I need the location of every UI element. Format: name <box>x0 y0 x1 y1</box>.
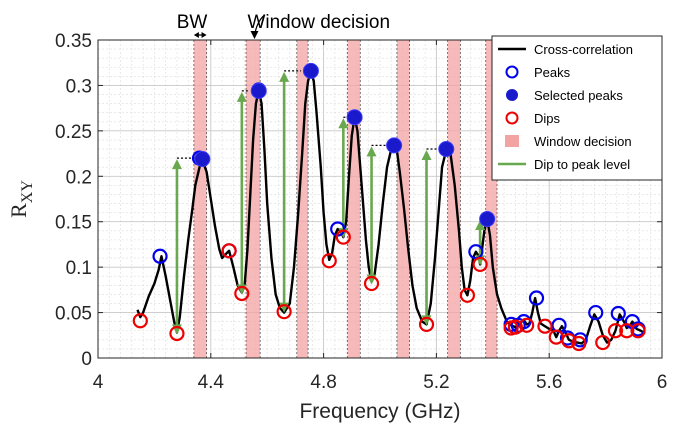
dip-marker <box>169 325 185 342</box>
window-band <box>447 40 461 358</box>
annotations: BW Window decision <box>177 12 390 39</box>
dip-marker <box>595 334 611 351</box>
dip-marker <box>221 243 237 259</box>
y-tick-label: 0.1 <box>66 258 92 279</box>
legend-swatch-dip <box>505 111 519 125</box>
x-tick-label: 5.2 <box>423 372 449 393</box>
window-band <box>193 40 207 358</box>
legend-swatch-selected <box>506 89 518 101</box>
legend: Cross-correlation Peaks Selected peaks Dips… <box>491 35 663 181</box>
dip-marker <box>363 275 380 292</box>
y-axis-title-sub: XY <box>19 180 36 204</box>
cross-correlation-curve <box>136 70 646 345</box>
curve-line <box>136 70 646 345</box>
legend-label: Peaks <box>534 65 571 80</box>
window-band <box>246 40 261 358</box>
y-axis-title: RXY <box>6 180 36 218</box>
selected-peak-marker <box>194 151 211 168</box>
legend-label: Cross-correlation <box>534 42 633 57</box>
legend-item-peaks: Peaks <box>505 65 571 80</box>
legend-label: Dips <box>534 111 561 126</box>
y-tick-label: 0.05 <box>55 304 92 325</box>
legend-item-dips: Dips <box>505 111 561 126</box>
dip-marker <box>234 285 250 302</box>
axis-ticks: 4 4.4 4.8 5.2 5.6 6 0 0.05 0.1 0.15 0.2 0.25 0.3 0.35 <box>55 31 667 393</box>
dip-marker <box>459 287 476 303</box>
y-axis-title-main: R <box>6 203 31 218</box>
dip-marker <box>276 304 292 320</box>
window-band <box>296 40 309 358</box>
bw-label: BW <box>177 12 208 33</box>
dip-marker <box>418 316 435 332</box>
selected-peak-marker <box>479 210 496 227</box>
legend-swatch-peak <box>505 65 519 79</box>
legend-item-window: Window decision <box>505 134 632 149</box>
x-tick-label: 4 <box>93 372 104 393</box>
x-tick-label: 4.4 <box>198 372 225 393</box>
window-band <box>485 40 498 358</box>
y-tick-label: 0.35 <box>55 31 92 52</box>
y-tick-label: 0 <box>81 349 92 370</box>
dip-marker <box>619 323 635 339</box>
dip-marker <box>571 335 587 352</box>
window-bands <box>193 40 498 358</box>
dip-marker <box>335 229 351 245</box>
legend-item-curve: Cross-correlation <box>498 42 633 57</box>
window-annotation-arrow-head <box>250 31 259 39</box>
legend-box <box>491 35 663 181</box>
peak-marker <box>152 248 168 264</box>
arrow-head-up <box>279 71 290 82</box>
legend-swatch-window <box>505 135 519 147</box>
peak-marker <box>588 304 604 321</box>
dip-marker <box>321 253 337 269</box>
arrow-head-up <box>236 91 247 102</box>
arrow-head-up <box>338 118 349 129</box>
x-axis-title: Frequency (GHz) <box>299 400 460 423</box>
bw-arrow-head <box>193 32 199 38</box>
peak-level-connectors <box>176 70 485 220</box>
selected-peak-marker <box>386 137 403 154</box>
arrow-head-up <box>475 219 486 230</box>
dip-marker <box>561 333 577 349</box>
dip-marker <box>472 256 488 273</box>
legend-item-selected: Selected peaks <box>506 88 623 103</box>
selected-peak-marker <box>302 62 319 79</box>
bw-arrow-head <box>201 32 207 38</box>
selected-peak-marker <box>250 82 267 99</box>
legend-label: Dip to peak level <box>534 157 630 172</box>
y-tick-label: 0.15 <box>55 213 92 234</box>
arrow-head-up <box>366 146 377 157</box>
arrow-head-up <box>421 150 432 161</box>
dip-marker <box>519 317 535 333</box>
x-tick-label: 6 <box>657 372 668 393</box>
y-tick-label: 0.2 <box>66 167 92 188</box>
markers <box>132 62 646 352</box>
window-decision-annotation: Window decision <box>247 12 390 33</box>
dip-marker <box>630 323 646 339</box>
legend-label: Window decision <box>534 134 632 149</box>
x-tick-label: 5.6 <box>536 372 562 393</box>
dip-marker <box>537 318 553 334</box>
dip-marker <box>132 313 148 329</box>
y-tick-label: 0.3 <box>66 76 92 97</box>
y-tick-label: 0.25 <box>55 122 92 143</box>
dip-marker <box>507 319 523 335</box>
selected-peak-marker <box>346 109 363 126</box>
arrow-head-up <box>171 159 182 170</box>
peak-marker <box>528 290 545 306</box>
legend-label: Selected peaks <box>534 88 623 103</box>
x-tick-label: 4.8 <box>310 372 336 393</box>
plot-frame <box>97 39 663 359</box>
peak-marker <box>610 305 626 322</box>
window-band <box>347 40 361 358</box>
dip-marker <box>607 323 624 339</box>
legend-item-arrow: Dip to peak level <box>498 157 630 172</box>
selected-peak-marker <box>438 141 455 158</box>
